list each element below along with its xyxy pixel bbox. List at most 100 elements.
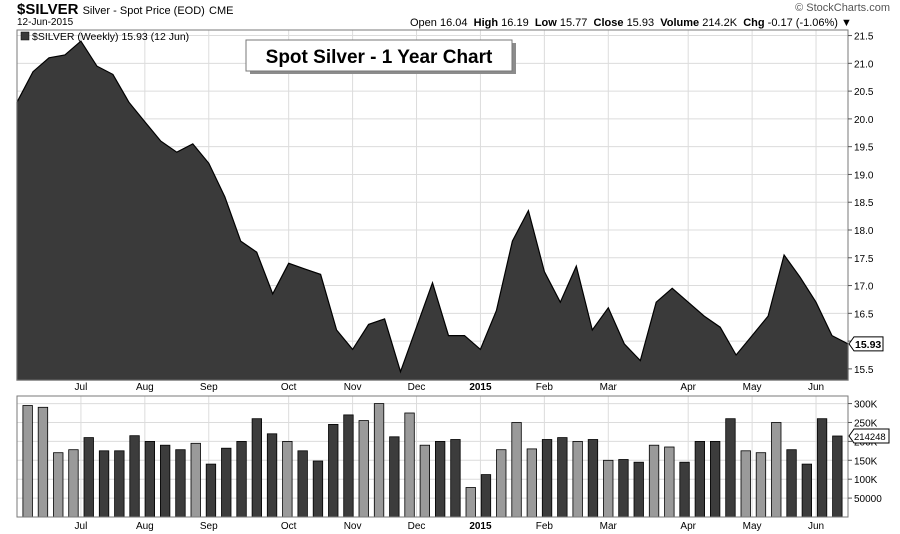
volume-bar: [694, 440, 705, 518]
volume-bar: [587, 439, 599, 518]
x-tick-label: Nov: [344, 521, 362, 532]
volume-bar: [679, 461, 690, 518]
x-tick-label: May: [743, 521, 762, 532]
volume-bar: [771, 422, 782, 518]
chg-value: -0.17 (-1.06%): [767, 17, 838, 29]
volume-bar: [404, 412, 415, 518]
price-area: [16, 40, 849, 381]
last-volume-tag-shape: [848, 428, 890, 444]
x-tick-label: Jul: [75, 382, 88, 393]
volume-bar: [603, 459, 614, 518]
x-tick-label: Aug: [136, 382, 154, 393]
legend: $SILVER (Weekly) 15.93 (12 Jun): [20, 31, 189, 43]
volume-bar: [740, 450, 751, 518]
symbol-description: Silver - Spot Price (EOD): [82, 5, 205, 17]
volume-bar: [511, 422, 522, 518]
open-value: 16.04: [439, 17, 468, 29]
price-tick-label: 19.0: [854, 170, 874, 181]
x-tick-label: Aug: [136, 521, 154, 532]
price-tick-label: 18.5: [854, 198, 874, 209]
low-label: Low: [534, 17, 557, 29]
volume-bar: [633, 461, 644, 518]
last-price-tag-shape: [848, 336, 884, 352]
volume-bar: [114, 450, 125, 518]
volume-bar: [282, 440, 293, 518]
volume-bar: [236, 440, 247, 518]
volume-axis: 50000100K150K200K250K300K: [848, 400, 882, 505]
x-tick-label: 2015: [469, 382, 492, 393]
volume-bar: [801, 463, 812, 518]
x-tick-label: 2015: [469, 521, 492, 532]
price-tick-label: 15.5: [854, 365, 874, 376]
volume-bar: [480, 474, 492, 518]
volume-tick-label: 150K: [854, 456, 878, 467]
x-axis-price: Jul Aug Sep Oct Nov Dec 2015 Feb Mar Apr May Jun: [75, 382, 825, 393]
volume-bar: [725, 418, 736, 518]
low-value: 15.77: [559, 17, 588, 29]
volume-bar: [832, 435, 843, 518]
volume-bar: [297, 450, 308, 518]
x-tick-label: Oct: [281, 521, 297, 532]
x-tick-label: Apr: [680, 382, 696, 393]
annotation-box: Spot Silver - 1 Year Chart: [245, 39, 516, 74]
price-tick-label: 20.5: [854, 87, 874, 98]
price-tick-label: 17.0: [854, 282, 874, 293]
volume-bar: [434, 440, 446, 518]
volume-bar: [68, 449, 79, 518]
volume-bar: [664, 446, 675, 518]
volume-tick-label: 50000: [854, 494, 882, 505]
price-tick-label: 21.0: [854, 59, 874, 70]
volume-bar: [37, 406, 49, 518]
legend-text: $SILVER (Weekly) 15.93 (12 Jun): [32, 31, 189, 43]
x-tick-label: Mar: [600, 382, 618, 393]
volume-bar: [373, 403, 385, 518]
chg-label: Chg: [743, 17, 765, 29]
volume-tick-label: 100K: [854, 475, 878, 486]
volume-bar: [541, 439, 553, 518]
x-tick-label: Mar: [600, 521, 618, 532]
chart-date: 12-Jun-2015: [17, 17, 74, 28]
x-tick-label: Feb: [536, 521, 554, 532]
annotation-text: Spot Silver - 1 Year Chart: [266, 47, 493, 68]
volume-bar: [175, 449, 186, 518]
exchange: CME: [209, 5, 234, 17]
volume-tick-label: 250K: [854, 418, 878, 429]
volume-bar: [159, 444, 171, 518]
x-tick-label: Jun: [808, 521, 824, 532]
x-tick-label: Jul: [75, 521, 88, 532]
volume-bar: [251, 418, 263, 518]
volume-bar: [465, 487, 476, 518]
volume-bar: [572, 440, 583, 518]
x-tick-label: May: [743, 382, 762, 393]
price-panel-frame: [16, 29, 849, 381]
volume-bar: [53, 452, 64, 518]
volume-bar: [266, 433, 278, 518]
volume-bar: [221, 447, 232, 518]
x-tick-label: Dec: [408, 382, 426, 393]
volume-bar: [557, 437, 568, 518]
legend-swatch: [20, 31, 30, 41]
x-tick-label: Apr: [680, 521, 696, 532]
open-label: Open: [410, 17, 437, 29]
x-tick-label: Jun: [808, 382, 824, 393]
volume-bar: [129, 435, 140, 518]
volume-label: Volume: [660, 17, 700, 29]
volume-grid: [17, 396, 848, 517]
chart-header: $SILVER Silver - Spot Price (EOD) CME 12…: [0, 0, 900, 30]
x-tick-label: Sep: [200, 382, 218, 393]
high-value: 16.19: [501, 17, 529, 29]
volume-bar: [190, 442, 201, 518]
last-volume-label: 214248: [854, 432, 886, 443]
x-tick-label: Feb: [536, 382, 554, 393]
close-label: Close: [593, 17, 624, 29]
volume-bar: [755, 452, 767, 518]
ohlc-readout: Open 16.04 High 16.19 Low 15.77 Close 15…: [410, 17, 852, 29]
last-volume-tag: 214248: [848, 428, 890, 444]
brand-link[interactable]: © StockCharts.com: [795, 2, 890, 14]
volume-bar: [419, 444, 431, 518]
triangle-down-icon[interactable]: ▼: [841, 17, 852, 29]
x-tick-label: Oct: [281, 382, 297, 393]
price-axis: 15.516.016.517.017.518.018.519.019.520.0…: [848, 32, 874, 376]
x-tick-label: Nov: [344, 382, 362, 393]
